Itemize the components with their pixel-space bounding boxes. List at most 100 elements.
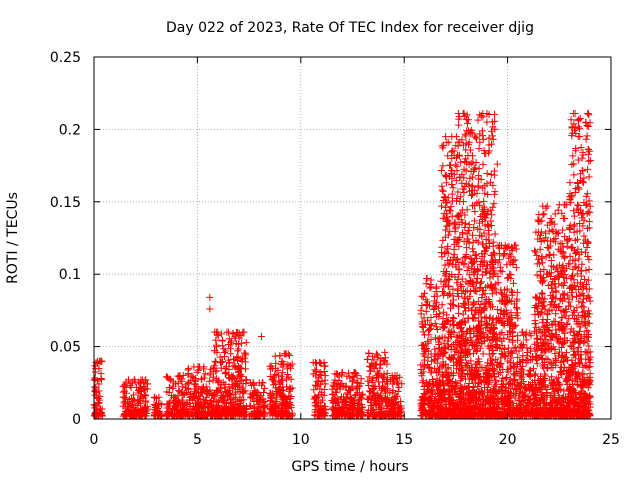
data-point xyxy=(469,190,477,198)
data-point xyxy=(216,384,224,392)
data-point xyxy=(206,371,214,379)
data-point xyxy=(121,387,129,395)
data-point xyxy=(222,369,230,377)
data-point xyxy=(250,408,258,416)
data-point xyxy=(448,180,456,188)
data-point xyxy=(555,280,563,288)
data-point xyxy=(274,366,282,374)
data-point xyxy=(273,398,281,406)
data-point xyxy=(554,206,562,214)
data-point xyxy=(240,396,248,404)
data-point xyxy=(482,313,490,321)
data-point xyxy=(261,384,269,392)
data-point xyxy=(188,372,196,380)
data-point xyxy=(214,331,222,339)
data-point xyxy=(449,184,457,192)
data-point xyxy=(94,357,102,365)
data-point xyxy=(218,410,226,418)
data-point xyxy=(193,389,201,397)
data-point xyxy=(439,287,447,295)
data-point xyxy=(268,409,276,417)
data-point xyxy=(213,343,221,351)
data-point xyxy=(442,179,450,187)
data-point xyxy=(219,336,227,344)
data-point xyxy=(98,405,106,413)
data-point xyxy=(287,364,295,372)
data-point xyxy=(119,382,127,390)
data-point xyxy=(536,267,544,275)
data-point xyxy=(260,402,268,410)
data-point xyxy=(224,328,232,336)
data-point xyxy=(217,364,225,372)
data-point xyxy=(283,365,291,373)
data-point xyxy=(97,370,105,378)
data-point xyxy=(442,171,450,179)
data-point xyxy=(512,343,520,351)
data-point xyxy=(222,411,230,419)
data-point xyxy=(572,249,580,257)
data-point xyxy=(206,386,214,394)
data-point xyxy=(208,401,216,409)
data-point xyxy=(477,278,485,286)
data-point xyxy=(585,265,593,273)
data-point xyxy=(254,388,262,396)
data-point xyxy=(151,404,159,412)
data-point xyxy=(179,391,187,399)
data-point xyxy=(211,347,219,355)
data-point xyxy=(259,409,267,417)
data-point xyxy=(91,375,99,383)
data-point xyxy=(469,231,477,239)
data-point xyxy=(550,236,558,244)
data-point xyxy=(231,379,239,387)
data-point xyxy=(267,394,275,402)
data-point xyxy=(490,167,498,175)
data-point xyxy=(573,205,581,213)
data-point xyxy=(205,377,213,385)
data-point xyxy=(285,351,293,359)
data-point xyxy=(142,397,150,405)
data-point xyxy=(158,401,166,409)
data-point xyxy=(426,284,434,292)
data-point xyxy=(462,254,470,262)
data-point xyxy=(133,401,141,409)
data-point xyxy=(472,158,480,166)
data-point xyxy=(174,392,182,400)
data-point xyxy=(551,210,559,218)
data-point xyxy=(460,189,468,197)
data-point xyxy=(257,403,265,411)
data-point xyxy=(126,382,134,390)
data-point xyxy=(566,260,574,268)
grid-lines xyxy=(94,57,611,419)
data-point xyxy=(585,342,593,350)
data-point xyxy=(218,393,226,401)
data-point xyxy=(463,120,471,128)
data-point xyxy=(136,379,144,387)
data-point xyxy=(220,352,228,360)
data-point xyxy=(250,381,258,389)
data-point xyxy=(95,387,103,395)
data-point xyxy=(121,410,129,418)
data-point xyxy=(176,373,184,381)
data-point xyxy=(191,385,199,393)
data-point xyxy=(155,393,163,401)
data-point xyxy=(225,390,233,398)
data-point xyxy=(247,393,255,401)
data-point xyxy=(121,394,129,402)
data-point xyxy=(365,349,373,357)
data-point xyxy=(180,389,188,397)
data-point xyxy=(135,408,143,416)
data-point xyxy=(178,383,186,391)
data-point xyxy=(533,271,541,279)
data-point xyxy=(423,275,431,283)
data-point xyxy=(345,369,353,377)
data-point xyxy=(574,201,582,209)
data-point xyxy=(242,339,250,347)
data-point xyxy=(282,375,290,383)
data-point xyxy=(92,383,100,391)
data-point xyxy=(194,388,202,396)
data-point xyxy=(448,301,456,309)
data-point xyxy=(164,400,172,408)
data-point xyxy=(174,410,182,418)
data-point xyxy=(267,362,275,370)
